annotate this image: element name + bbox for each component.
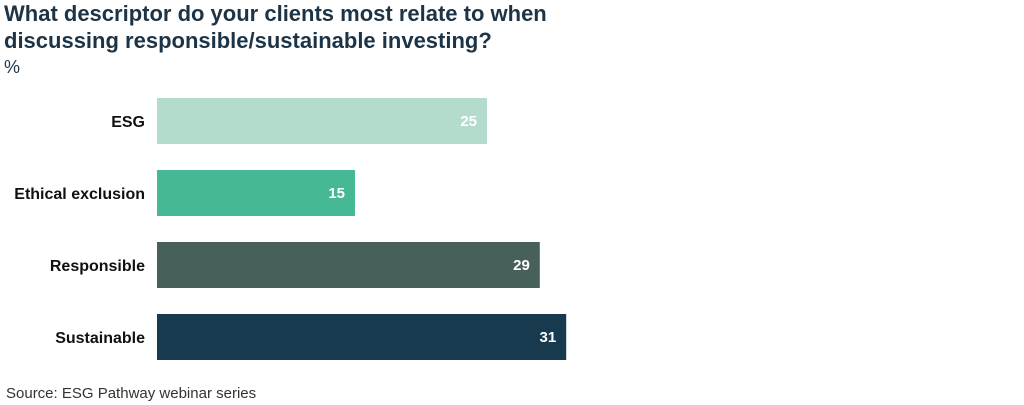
bar-esg bbox=[157, 98, 487, 144]
value-label: 29 bbox=[513, 257, 530, 274]
category-label: Ethical exclusion bbox=[14, 186, 145, 203]
unit-label: % bbox=[4, 57, 21, 77]
category-label: ESG bbox=[111, 114, 145, 131]
value-label: 15 bbox=[328, 185, 345, 202]
bar-sustainable bbox=[157, 314, 567, 360]
value-label: 25 bbox=[460, 113, 477, 130]
bar-responsible bbox=[157, 242, 540, 288]
value-label: 31 bbox=[540, 329, 557, 346]
category-label: Sustainable bbox=[55, 330, 145, 347]
bar-ethical-exclusion bbox=[157, 170, 355, 216]
source-note: Source: ESG Pathway webinar series bbox=[6, 385, 257, 402]
chart-title: What descriptor do your clients most rel… bbox=[4, 1, 547, 53]
bars-group: ESG 25 Ethical exclusion 15 Responsible 29 Sus… bbox=[14, 98, 567, 360]
category-label: Responsible bbox=[50, 258, 145, 275]
bar-chart: ESG 25 Ethical exclusion 15 Responsible 29 Sus… bbox=[14, 98, 567, 360]
